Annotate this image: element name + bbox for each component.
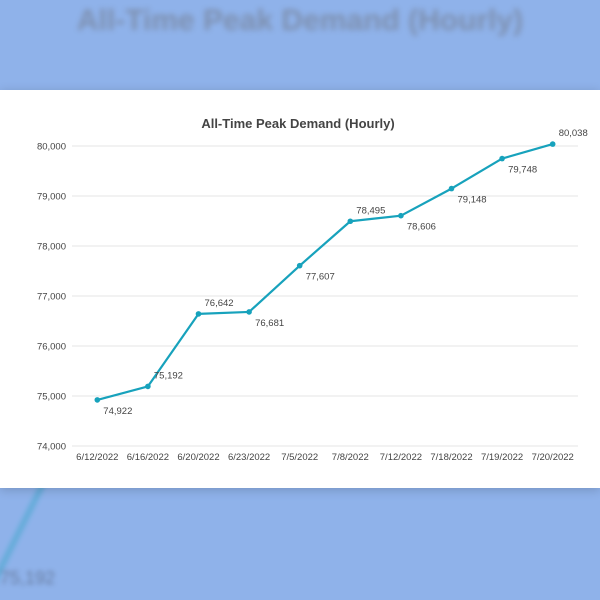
data-point — [499, 155, 505, 162]
x-tick-label: 6/16/2022 — [127, 452, 169, 463]
series-line — [97, 143, 554, 401]
data-point — [448, 185, 455, 192]
data-point — [347, 218, 354, 225]
chart-title: All-Time Peak Demand (Hourly) — [201, 116, 394, 131]
data-point — [94, 397, 101, 403]
background-blurred-label: 75,192 — [0, 568, 56, 588]
series-polyline — [97, 143, 554, 401]
y-axis-ticks: 74,000 75,000 76,000 77,000 78,000 79,000 80,0… — [37, 142, 66, 453]
data-label: 79,148 — [458, 195, 487, 206]
x-tick-label: 6/23/2022 — [228, 452, 270, 463]
y-tick-label: 79,000 — [37, 192, 66, 203]
data-point — [246, 309, 252, 315]
data-label: 79,748 — [508, 165, 537, 176]
x-tick-label: 7/5/2022 — [281, 452, 318, 463]
data-point — [398, 212, 404, 219]
y-tick-label: 75,000 — [37, 392, 66, 403]
x-tick-label: 7/8/2022 — [332, 452, 369, 463]
data-point — [296, 262, 303, 269]
data-label: 77,607 — [306, 272, 335, 283]
data-label: 76,681 — [255, 318, 284, 329]
chart-card: All-Time Peak Demand (Hourly) 74,000 75,0… — [0, 90, 600, 488]
x-tick-label: 7/12/2022 — [380, 452, 422, 463]
x-tick-label: 7/20/2022 — [532, 452, 574, 463]
y-tick-label: 76,000 — [37, 342, 66, 353]
x-axis-ticks: 6/12/2022 6/16/2022 6/20/2022 6/23/2022 7/5/… — [76, 452, 574, 463]
y-tick-label: 78,000 — [37, 242, 66, 253]
data-label: 76,642 — [205, 298, 234, 309]
x-tick-label: 7/19/2022 — [481, 452, 523, 463]
data-label: 74,922 — [103, 406, 132, 417]
x-tick-label: 6/20/2022 — [177, 452, 219, 463]
background-blurred-title: All-Time Peak Demand (Hourly) — [76, 4, 524, 37]
data-label: 80,038 — [559, 128, 588, 139]
y-tick-label: 80,000 — [37, 142, 66, 153]
background-blurred-line — [0, 470, 52, 574]
data-label: 75,192 — [154, 370, 183, 381]
data-points — [94, 141, 556, 403]
data-label: 78,495 — [356, 205, 385, 216]
x-tick-label: 6/12/2022 — [76, 452, 118, 463]
y-tick-label: 77,000 — [37, 292, 66, 303]
data-point — [145, 383, 151, 390]
data-point — [195, 311, 202, 317]
data-labels: 74,922 75,192 76,642 76,681 77,607 78,495 78,6… — [103, 128, 587, 417]
y-tick-label: 74,000 — [37, 442, 66, 453]
x-tick-label: 7/18/2022 — [430, 452, 472, 463]
line-chart: All-Time Peak Demand (Hourly) 74,000 75,0… — [37, 116, 588, 463]
gridlines — [72, 145, 578, 447]
data-point — [549, 141, 556, 147]
data-label: 78,606 — [407, 222, 436, 233]
